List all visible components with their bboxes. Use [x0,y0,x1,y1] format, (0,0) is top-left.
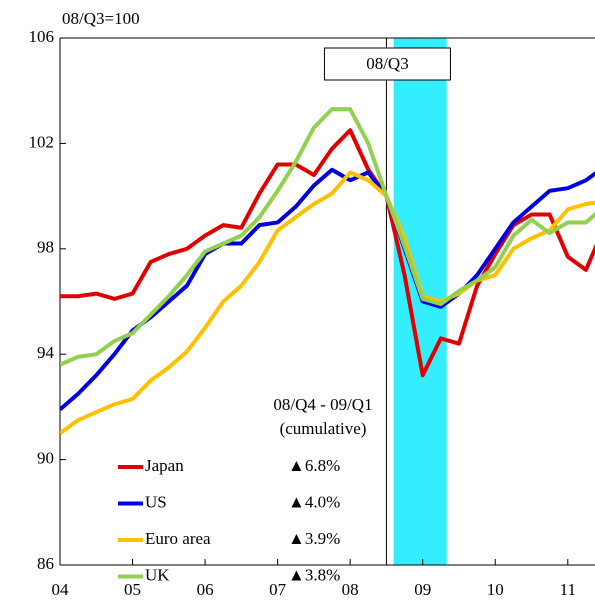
y-tick-label: 98 [37,238,54,257]
annotation-label: 08/Q3 [366,54,409,73]
x-tick-label: 05 [124,580,141,599]
series-line [60,167,595,412]
legend-value: ▲3.8% [288,565,340,584]
legend-value: ▲4.0% [288,492,340,511]
x-tick-label: 10 [487,580,504,599]
x-tick-label: 08 [342,580,359,599]
legend-label: Japan [145,456,184,475]
legend-header: 08/Q4 - 09/Q1 [273,395,372,414]
x-tick-label: 06 [197,580,214,599]
legend-value: ▲6.8% [288,456,340,475]
x-tick-label: 11 [560,580,576,599]
legend-label: Euro area [145,529,211,548]
legend-header: (cumulative) [280,419,367,438]
series-line [60,128,595,378]
x-tick-label: 04 [52,580,70,599]
annotation-box [323,47,451,81]
plot-lines [60,107,595,435]
y-tick-label: 90 [37,449,54,468]
y-tick-label: 94 [37,343,55,362]
x-tick-label: 07 [269,580,287,599]
y-tick-label: 106 [29,27,55,46]
legend-value: ▲3.9% [288,529,340,548]
legend-label: UK [145,565,170,584]
y-tick-label: 102 [29,132,55,151]
legend-label: US [145,492,167,511]
y-tick-label: 86 [37,554,54,573]
x-tick-label: 09 [414,580,431,599]
series-line [60,170,595,435]
y-axis-label: 08/Q3=100 [62,9,140,28]
series-line [60,107,595,367]
